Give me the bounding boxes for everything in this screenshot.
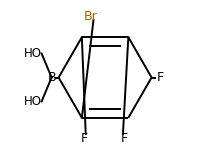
Text: Br: Br [83,10,97,23]
Text: F: F [121,132,128,145]
Text: F: F [81,132,88,145]
Text: F: F [156,71,164,84]
Text: HO: HO [24,95,42,108]
Text: B: B [47,71,56,84]
Text: HO: HO [24,47,42,60]
